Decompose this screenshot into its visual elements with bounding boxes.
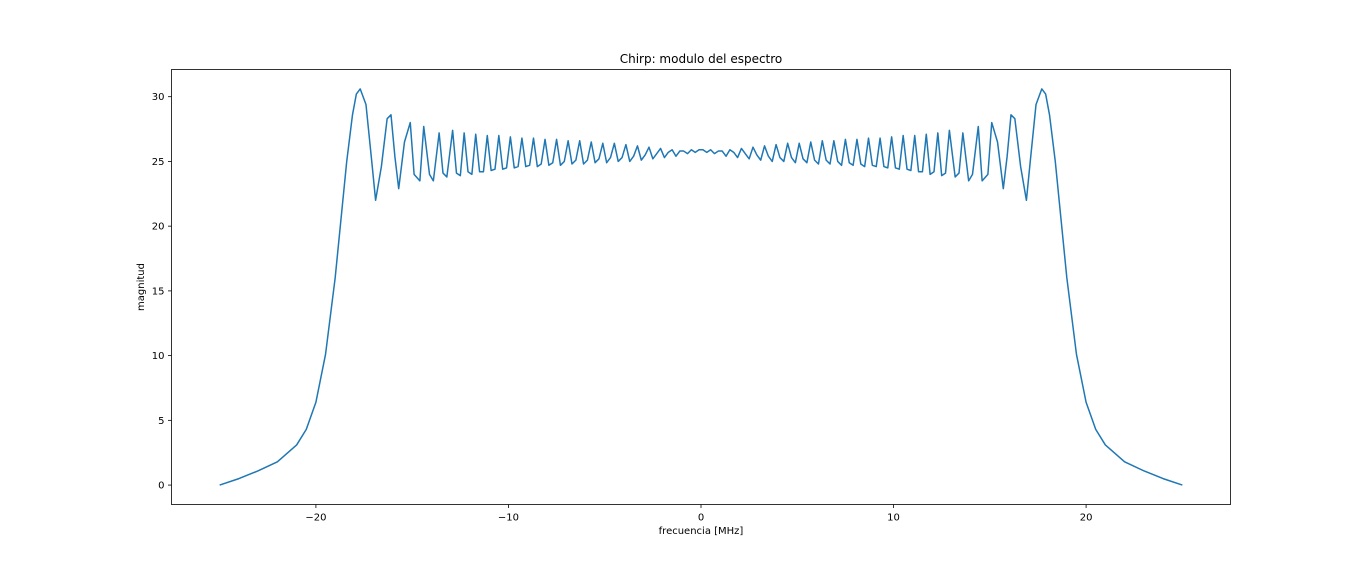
x-tick-label: −10 [498,513,519,524]
x-axis-ticks: −20 −10 0 10 20 [305,504,1093,524]
y-tick-label: 30 [152,92,165,103]
x-tick-label: 10 [887,513,900,524]
x-tick-label: 0 [698,513,704,524]
y-tick-label: 10 [152,351,165,362]
y-axis-ticks: 0 5 10 15 20 25 30 [152,92,172,492]
y-tick-label: 0 [158,481,164,492]
x-tick-label: −20 [305,513,326,524]
x-axis-label: frecuencia [MHz] [659,526,744,537]
plot-area-frame [171,69,1231,505]
y-tick-label: 25 [152,157,165,168]
x-tick-label: 20 [1080,513,1093,524]
chart-title: Chirp: modulo del espectro [620,52,783,66]
y-tick-label: 20 [152,222,165,233]
magnitude-series-line [219,88,1183,486]
y-tick-label: 15 [152,286,165,297]
y-axis-label: magnitud [136,263,147,311]
y-tick-label: 5 [158,416,164,427]
